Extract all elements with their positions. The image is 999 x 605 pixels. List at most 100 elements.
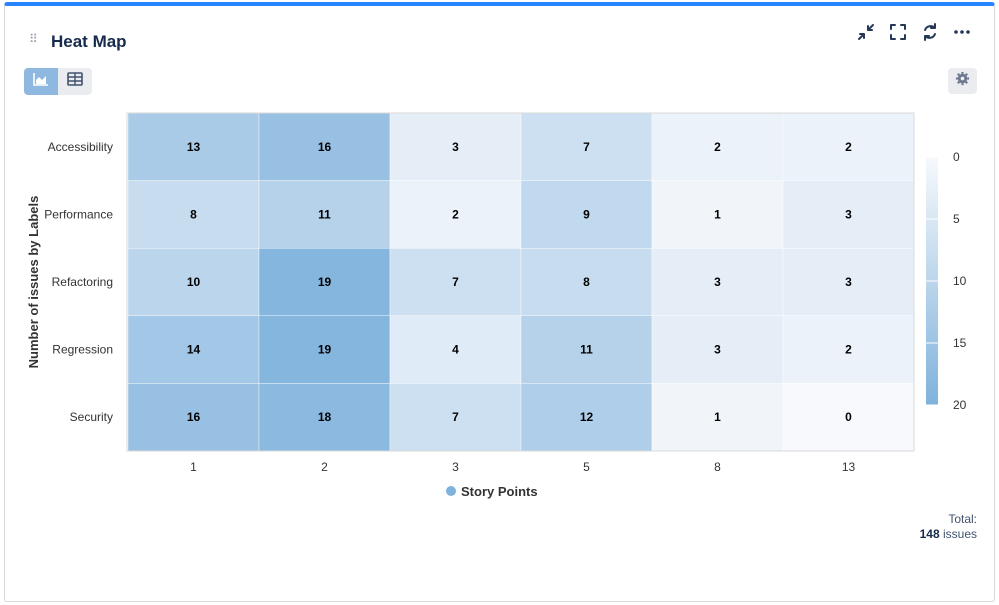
- cell-value-label: 2: [845, 343, 852, 357]
- widget-title: Heat Map: [51, 32, 127, 51]
- heatmap-cell[interactable]: [258, 383, 391, 452]
- cell-value-label: 18: [318, 410, 332, 424]
- cell-value-label: 9: [583, 207, 590, 221]
- heatmap-cell[interactable]: [127, 180, 260, 249]
- fullscreen-icon: [888, 22, 908, 47]
- color-scale-tick-label: 15: [953, 336, 967, 350]
- refresh-icon: [920, 22, 940, 47]
- heatmap-cell[interactable]: [782, 383, 915, 452]
- cell-value-label: 2: [714, 140, 721, 154]
- heatmap-cell[interactable]: [258, 112, 391, 181]
- area-chart-icon: [33, 72, 49, 91]
- heatmap-cell[interactable]: [258, 315, 391, 384]
- cell-value-label: 7: [452, 410, 459, 424]
- gear-icon: [955, 71, 970, 91]
- y-tick-label: Accessibility: [48, 140, 113, 154]
- cell-value-label: 16: [318, 140, 332, 154]
- chart-view-button[interactable]: [24, 68, 58, 95]
- heatmap-cell[interactable]: [258, 180, 391, 249]
- settings-button[interactable]: [948, 68, 977, 94]
- cell-value-label: 1: [714, 207, 721, 221]
- y-tick-label: Performance: [44, 207, 113, 221]
- view-toggle: [24, 68, 92, 95]
- x-tick-label: 5: [583, 460, 590, 474]
- cell-value-label: 1: [714, 410, 721, 424]
- series-legend-item[interactable]: Story Points: [446, 484, 538, 499]
- plot-border: [126, 112, 915, 452]
- minimize-button[interactable]: [854, 22, 878, 46]
- y-tick-label: Refactoring: [52, 275, 113, 289]
- cell-value-label: 11: [318, 207, 331, 221]
- x-tick-label: 8: [714, 460, 721, 474]
- heatmap-cell[interactable]: [127, 383, 260, 452]
- x-tick-label: 2: [321, 460, 328, 474]
- heatmap-cell[interactable]: [389, 247, 522, 316]
- table-icon: [67, 72, 83, 91]
- heatmap-cell[interactable]: [389, 383, 522, 452]
- total-count: 148: [919, 527, 940, 541]
- cell-value-label: 11: [580, 343, 593, 357]
- cell-value-label: 3: [845, 275, 852, 289]
- heatmap-cell[interactable]: [127, 247, 260, 316]
- cell-value-label: 8: [583, 275, 590, 289]
- x-tick-label: 3: [452, 460, 459, 474]
- color-scale-tick-label: 10: [953, 274, 967, 288]
- series-legend-label: Story Points: [461, 484, 538, 499]
- drag-handle-icon[interactable]: ⠿: [29, 32, 38, 46]
- heatmap-cell[interactable]: [127, 112, 260, 181]
- heatmap-cell[interactable]: [389, 180, 522, 249]
- cell-value-label: 3: [714, 275, 721, 289]
- heatmap-cell[interactable]: [389, 112, 522, 181]
- x-tick-label: 13: [842, 460, 856, 474]
- table-view-button[interactable]: [58, 68, 92, 95]
- collapse-arrows-icon: [856, 22, 876, 47]
- cell-value-label: 16: [187, 410, 201, 424]
- color-scale-ticks: 0 5 10 15 20: [926, 150, 967, 412]
- total-summary: Total: 148 issues: [920, 512, 977, 542]
- color-scale-tick-label: 20: [953, 398, 967, 412]
- y-tick-label: Regression: [52, 343, 113, 357]
- y-axis-title: Number of issues by Labels: [26, 196, 41, 369]
- heatmap-cells: 13 16 3 7 2 28 11 2 9 1 310 19 7 8 3 314 19 4 11 3 216 18 7 12 1…: [127, 112, 915, 452]
- heatmap-cell[interactable]: [520, 383, 653, 452]
- x-axis-labels: 1 2 3 5 8 13: [190, 460, 855, 474]
- color-scale-tick-label: 5: [953, 212, 960, 226]
- heatmap-cell[interactable]: [651, 180, 784, 249]
- heatmap-cell[interactable]: [520, 247, 653, 316]
- heatmap-cell[interactable]: [651, 315, 784, 384]
- y-tick-label: Security: [70, 410, 113, 424]
- cell-value-label: 8: [190, 207, 197, 221]
- cell-value-label: 3: [452, 140, 459, 154]
- heatmap-cell[interactable]: [127, 315, 260, 384]
- fullscreen-button[interactable]: [886, 22, 910, 46]
- cell-value-label: 7: [452, 275, 459, 289]
- heatmap-cell[interactable]: [782, 247, 915, 316]
- cell-value-label: 7: [583, 140, 590, 154]
- more-button[interactable]: [950, 22, 974, 46]
- heatmap-cell[interactable]: [651, 247, 784, 316]
- heatmap-cell[interactable]: [651, 112, 784, 181]
- heatmap-cell[interactable]: [782, 112, 915, 181]
- heatmap-cell[interactable]: [782, 315, 915, 384]
- heatmap-cell[interactable]: [389, 315, 522, 384]
- cell-value-label: 19: [318, 275, 332, 289]
- refresh-button[interactable]: [918, 22, 942, 46]
- heatmap-cell[interactable]: [258, 247, 391, 316]
- cell-value-label: 3: [845, 207, 852, 221]
- series-legend-marker: [446, 486, 456, 496]
- cell-value-label: 3: [714, 343, 721, 357]
- y-axis-labels: Accessibility Performance Refactoring Regre…: [44, 140, 113, 424]
- x-tick-label: 1: [190, 460, 197, 474]
- cell-value-label: 2: [845, 140, 852, 154]
- color-scale-tick-label: 0: [953, 150, 960, 164]
- cell-value-label: 2: [452, 207, 459, 221]
- total-label: Total:: [948, 512, 977, 526]
- cell-value-label: 4: [452, 343, 459, 357]
- cell-value-label: 10: [187, 275, 201, 289]
- heatmap-cell[interactable]: [520, 180, 653, 249]
- more-icon: [952, 22, 972, 47]
- cell-value-label: 14: [187, 343, 201, 357]
- cell-value-label: 12: [580, 410, 594, 424]
- heatmap-cell[interactable]: [520, 315, 653, 384]
